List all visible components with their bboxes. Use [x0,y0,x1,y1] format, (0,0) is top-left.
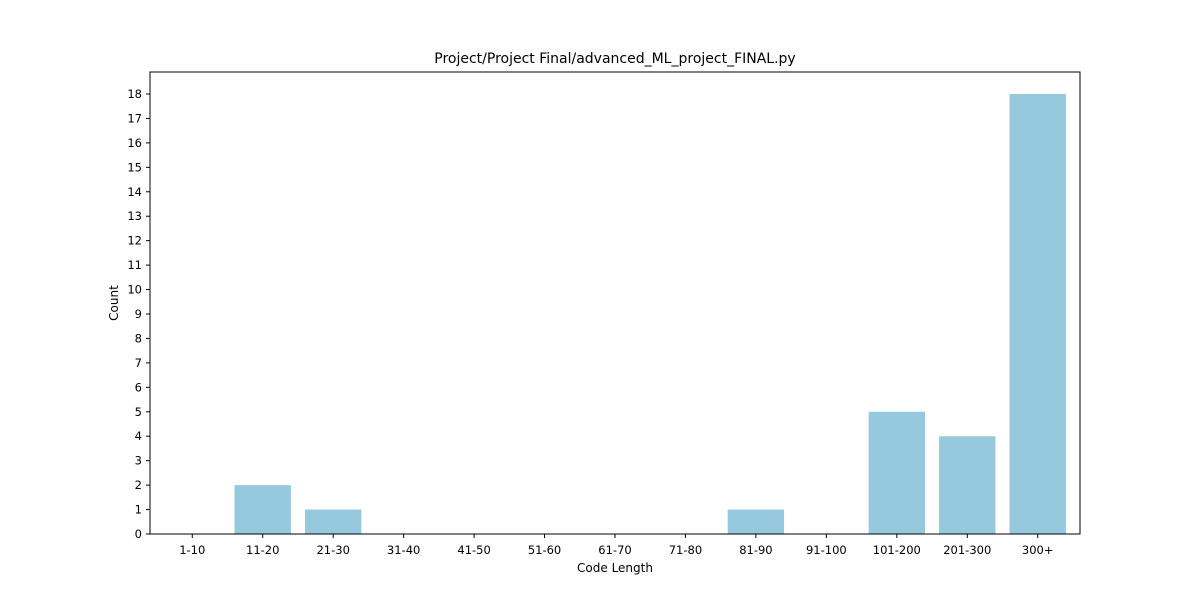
x-tick-label: 61-70 [598,543,631,557]
y-tick-label: 13 [127,209,142,223]
x-tick-label: 71-80 [669,543,702,557]
y-tick-label: 4 [135,429,142,443]
y-tick-label: 8 [135,331,142,345]
x-axis-ticks: 1-10 11-20 21-30 31-40 41-50 51-60 61-70 71-80 8… [179,534,1054,557]
y-tick-label: 6 [135,380,142,394]
y-tick-label: 5 [135,405,142,419]
y-tick-label: 7 [135,356,142,370]
chart-title: Project/Project Final/advanced_ML_projec… [434,51,795,67]
x-tick-label: 300+ [1022,543,1054,557]
bars-group [234,94,1066,534]
bar-300+ [1009,94,1066,534]
y-tick-label: 14 [127,185,142,199]
y-tick-label: 3 [135,454,142,468]
y-tick-label: 1 [135,503,142,517]
bar-201-300 [939,436,996,534]
y-tick-label: 2 [135,478,142,492]
y-tick-label: 16 [127,136,142,150]
y-tick-label: 9 [135,307,142,321]
x-tick-label: 31-40 [387,543,420,557]
x-tick-label: 81-90 [739,543,772,557]
x-tick-label: 21-30 [316,543,349,557]
bar-21-30 [305,509,362,534]
y-tick-label: 18 [127,87,142,101]
y-tick-label: 12 [127,234,142,248]
bar-101-200 [868,411,925,534]
x-tick-label: 201-300 [943,543,991,557]
bar-81-90 [727,509,785,534]
y-tick-label: 15 [127,160,142,174]
y-tick-label: 17 [127,111,142,125]
x-tick-label: 11-20 [246,543,279,557]
x-tick-label: 91-100 [806,543,847,557]
y-tick-label: 11 [127,258,142,272]
y-tick-label: 0 [135,527,142,541]
x-tick-label: 41-50 [457,543,490,557]
y-axis-label: Count [107,285,121,321]
bar-11-20 [234,485,291,534]
y-tick-label: 10 [127,283,142,297]
plot-frame [149,71,1081,535]
x-tick-label: 1-10 [179,543,205,557]
x-tick-label: 51-60 [528,543,561,557]
x-axis-label: Code Length [577,561,653,575]
x-tick-label: 101-200 [873,543,921,557]
